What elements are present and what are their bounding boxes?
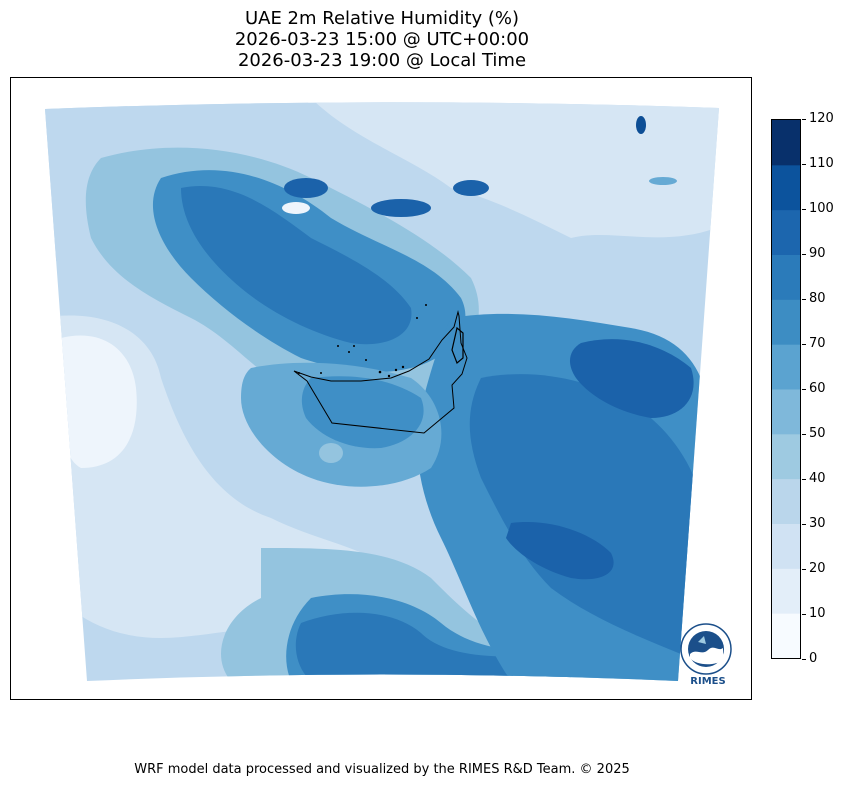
colorbar-tick: 0 (802, 652, 842, 666)
humidity-band-high-uae (301, 376, 424, 449)
musandam-border (451, 326, 464, 364)
colorbar-band (772, 389, 800, 435)
humidity-field (45, 102, 719, 682)
colorbar-gradient (772, 120, 800, 658)
colorbar-tick: 30 (802, 517, 842, 531)
humidity-blob-6 (282, 202, 310, 214)
colorbar-band (772, 164, 800, 211)
colorbar-tick: 20 (802, 562, 842, 576)
humidity-band-very-high-gulf (181, 186, 412, 345)
uae-islands (298, 304, 427, 378)
humidity-band-very-high-south (295, 612, 521, 681)
colorbar-tick: 110 (802, 157, 842, 171)
title-line-2: 2026-03-23 15:00 @ UTC+00:00 (234, 29, 530, 50)
rimes-emblem-icon (680, 623, 732, 675)
rimes-logo: RIMES (676, 620, 740, 690)
colorbar-tick: 10 (802, 607, 842, 621)
colorbar-tick: 100 (802, 202, 842, 216)
logo-text: RIMES (690, 676, 726, 687)
humidity-band-very-high-east (469, 374, 701, 658)
footer-credit: WRF model data processed and visualized … (134, 762, 630, 777)
colorbar-tick: 40 (802, 472, 842, 486)
humidity-blob-1 (284, 178, 328, 198)
colorbar-tick: 90 (802, 247, 842, 261)
colorbar-band (772, 433, 800, 480)
colorbar-tick: 60 (802, 382, 842, 396)
humidity-blob-5 (649, 177, 677, 185)
humidity-blob-3 (453, 180, 489, 196)
humidity-band-peak-east (569, 339, 694, 418)
humidity-map (45, 102, 719, 682)
colorbar-band (772, 254, 800, 300)
colorbar-tick: 70 (802, 337, 842, 351)
title-line-1: UAE 2m Relative Humidity (%) (244, 8, 520, 29)
humidity-band-mid-low-nw (45, 102, 311, 278)
colorbar-band (772, 568, 800, 614)
colorbar-tick: 50 (802, 427, 842, 441)
colorbar-band (772, 523, 800, 569)
colorbar-band (772, 299, 800, 345)
chart-title: UAE 2m Relative Humidity (%) 2026-03-23 … (0, 8, 764, 71)
humidity-blob-7 (319, 443, 343, 463)
humidity-blob-2 (371, 199, 431, 217)
colorbar-band (772, 344, 800, 390)
title-line-3: 2026-03-23 19:00 @ Local Time (237, 50, 527, 71)
humidity-band-low-north (311, 102, 719, 238)
humidity-blob-4 (636, 116, 646, 134)
colorbar-band (772, 478, 800, 524)
map-frame (10, 77, 752, 700)
colorbar-band (772, 209, 800, 255)
uae-border (293, 310, 468, 434)
colorbar-band (772, 120, 800, 166)
colorbar-band (772, 613, 800, 658)
colorbar-tick: 120 (802, 112, 842, 126)
humidity-band-peak-southeast (506, 522, 614, 580)
humidity-band-very-low (57, 335, 137, 468)
colorbar-tick: 80 (802, 292, 842, 306)
colorbar (771, 119, 801, 659)
